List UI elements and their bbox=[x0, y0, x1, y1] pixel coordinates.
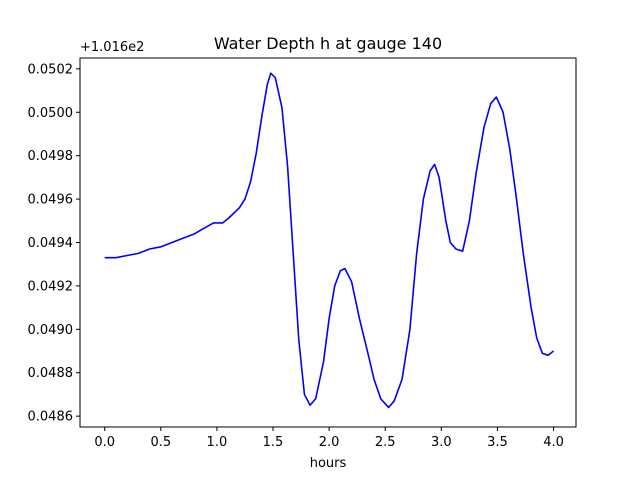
y-tick-label: 0.0492 bbox=[28, 279, 74, 294]
y-tick-label: 0.0486 bbox=[28, 410, 74, 425]
plot-area bbox=[104, 72, 555, 409]
chart-title: Water Depth h at gauge 140 bbox=[214, 34, 442, 53]
x-tick-label: 3.5 bbox=[487, 435, 508, 450]
x-tick-label: 2.5 bbox=[375, 435, 396, 450]
x-tick-label: 0.0 bbox=[94, 435, 115, 450]
x-axis-label: hours bbox=[310, 456, 347, 471]
y-tick-label: 0.0502 bbox=[28, 62, 74, 77]
x-tick-label: 3.0 bbox=[431, 435, 452, 450]
x-tick-label: 4.0 bbox=[543, 435, 564, 450]
x-tick-label: 2.0 bbox=[319, 435, 340, 450]
x-tick-label: 1.5 bbox=[263, 435, 284, 450]
x-axis: 0.0 0.5 1.0 1.5 2.0 2.5 3.0 3.5 4.0 bbox=[94, 427, 564, 450]
plot-frame bbox=[79, 57, 577, 428]
series-line-0 bbox=[104, 72, 555, 409]
y-offset-label: +1.016e2 bbox=[80, 40, 144, 55]
y-tick-label: 0.0488 bbox=[28, 366, 74, 381]
x-tick-label: 0.5 bbox=[150, 435, 171, 450]
y-tick-label: 0.0494 bbox=[28, 236, 74, 251]
x-tick-label: 1.0 bbox=[207, 435, 228, 450]
y-tick-label: 0.0500 bbox=[28, 106, 74, 121]
y-tick-label: 0.0496 bbox=[28, 193, 74, 208]
y-tick-label: 0.0490 bbox=[28, 323, 74, 338]
y-axis: 0.0486 0.0488 0.0490 0.0492 0.0494 0.0496 0.04… bbox=[28, 62, 80, 425]
y-tick-label: 0.0498 bbox=[28, 149, 74, 164]
